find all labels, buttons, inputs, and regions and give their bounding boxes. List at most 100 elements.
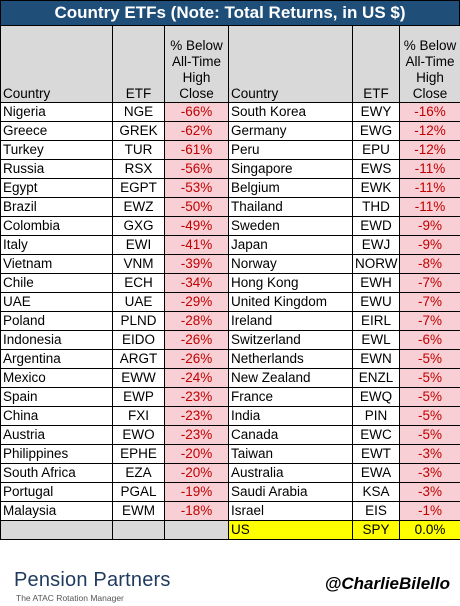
etf-cell: EIS xyxy=(352,501,400,521)
pct-below-high-cell: -5% xyxy=(399,406,460,426)
pct-below-high-cell: -3% xyxy=(399,463,460,483)
etf-cell: FXI xyxy=(112,406,165,426)
table-row: Greece GREK -62% Germany EWG -12% xyxy=(0,121,460,141)
etf-cell: EWY xyxy=(352,102,400,122)
pct-below-high-cell: -6% xyxy=(399,330,460,350)
table-row: Italy EWI -41% Japan EWJ -9% xyxy=(0,235,460,255)
pct-below-high-cell: -39% xyxy=(164,254,229,274)
header-pct-left: % Below All-Time High Close xyxy=(164,25,229,103)
table-row: Mexico EWW -24% New Zealand ENZL -5% xyxy=(0,368,460,388)
country-cell: Germany xyxy=(228,121,353,141)
country-cell: Hong Kong xyxy=(228,273,353,293)
etf-cell: RSX xyxy=(112,159,165,179)
country-cell: China xyxy=(0,406,113,426)
country-cell: Canada xyxy=(228,425,353,445)
etf-cell: EWC xyxy=(352,425,400,445)
header-pct-line: % Below xyxy=(403,38,457,53)
etf-cell: PGAL xyxy=(112,482,165,502)
etf-cell: EWL xyxy=(352,330,400,350)
table-row: Nigeria NGE -66% South Korea EWY -16% xyxy=(0,102,460,122)
etf-cell: EGPT xyxy=(112,178,165,198)
table-row: UAE UAE -29% United Kingdom EWU -7% xyxy=(0,292,460,312)
country-cell: Italy xyxy=(0,235,113,255)
table-row: Brazil EWZ -50% Thailand THD -11% xyxy=(0,197,460,217)
country-cell: Peru xyxy=(228,140,353,160)
etf-table: Country ETF % Below All-Time High Close … xyxy=(0,25,460,540)
header-row: Country ETF % Below All-Time High Close … xyxy=(0,25,460,103)
country-cell: Russia xyxy=(0,159,113,179)
country-cell: Greece xyxy=(0,121,113,141)
etf-cell: THD xyxy=(352,197,400,217)
benchmark-pct-below-high-cell: 0.0% xyxy=(399,520,460,540)
pct-below-high-cell: -23% xyxy=(164,425,229,445)
pct-below-high-cell: -61% xyxy=(164,140,229,160)
pct-below-high-cell: -5% xyxy=(399,349,460,369)
etf-cell: EWJ xyxy=(352,235,400,255)
pension-partners-logo: Pension Partners xyxy=(14,569,171,592)
country-cell: Argentina xyxy=(0,349,113,369)
country-cell: South Korea xyxy=(228,102,353,122)
pct-below-high-cell: -12% xyxy=(399,140,460,160)
pct-below-high-cell: -28% xyxy=(164,311,229,331)
etf-cell: EWW xyxy=(112,368,165,388)
header-pct-right: % Below All-Time High Close xyxy=(399,25,460,103)
footer: Pension Partners The ATAC Rotation Manag… xyxy=(0,567,460,606)
pct-below-high-cell: -3% xyxy=(399,482,460,502)
table-body: Nigeria NGE -66% South Korea EWY -16% Greece GR… xyxy=(0,102,460,540)
table-row: Colombia GXG -49% Sweden EWD -9% xyxy=(0,216,460,236)
pct-below-high-cell: -34% xyxy=(164,273,229,293)
pct-below-high-cell: -7% xyxy=(399,273,460,293)
table-row: Russia RSX -56% Singapore EWS -11% xyxy=(0,159,460,179)
etf-cell: UAE xyxy=(112,292,165,312)
pct-below-high-cell: -26% xyxy=(164,349,229,369)
pct-below-high-cell: -23% xyxy=(164,387,229,407)
country-cell: France xyxy=(228,387,353,407)
pct-below-high-cell: -7% xyxy=(399,311,460,331)
country-cell: Colombia xyxy=(0,216,113,236)
table-row: Malaysia EWM -18% Israel EIS -1% xyxy=(0,501,460,521)
table-row: Egypt EGPT -53% Belgium EWK -11% xyxy=(0,178,460,198)
pct-below-high-cell: -5% xyxy=(399,425,460,445)
logo-tagline: The ATAC Rotation Manager xyxy=(16,593,124,603)
etf-cell: EWU xyxy=(352,292,400,312)
pct-below-high-cell: -7% xyxy=(399,292,460,312)
table-row: Portugal PGAL -19% Saudi Arabia KSA -3% xyxy=(0,482,460,502)
twitter-handle: @CharlieBilello xyxy=(324,574,450,593)
header-etf-left: ETF xyxy=(112,25,165,103)
etf-cell: EPU xyxy=(352,140,400,160)
country-cell: Nigeria xyxy=(0,102,113,122)
pct-below-high-cell: -23% xyxy=(164,406,229,426)
pct-below-high-cell: -56% xyxy=(164,159,229,179)
table-row: Indonesia EIDO -26% Switzerland EWL -6% xyxy=(0,330,460,350)
table-row: Poland PLND -28% Ireland EIRL -7% xyxy=(0,311,460,331)
etf-cell: TUR xyxy=(112,140,165,160)
country-cell: Netherlands xyxy=(228,349,353,369)
pct-below-high-cell: -19% xyxy=(164,482,229,502)
country-cell: Sweden xyxy=(228,216,353,236)
country-cell: Norway xyxy=(228,254,353,274)
empty-cell xyxy=(164,520,229,540)
etf-cell: EWG xyxy=(352,121,400,141)
empty-cell xyxy=(0,520,113,540)
etf-cell: EWP xyxy=(112,387,165,407)
header-pct-line: Close xyxy=(412,86,448,101)
table-row: Turkey TUR -61% Peru EPU -12% xyxy=(0,140,460,160)
pct-below-high-cell: -41% xyxy=(164,235,229,255)
etf-cell: EWK xyxy=(352,178,400,198)
etf-cell: EWI xyxy=(112,235,165,255)
etf-cell: ECH xyxy=(112,273,165,293)
logo-text: Pension Partners xyxy=(14,569,171,591)
etf-cell: EIDO xyxy=(112,330,165,350)
etf-cell: EWZ xyxy=(112,197,165,217)
pct-below-high-cell: -26% xyxy=(164,330,229,350)
header-etf-right: ETF xyxy=(352,25,400,103)
pct-below-high-cell: -20% xyxy=(164,463,229,483)
table-row: Chile ECH -34% Hong Kong EWH -7% xyxy=(0,273,460,293)
table-row: Austria EWO -23% Canada EWC -5% xyxy=(0,425,460,445)
header-country-right: Country xyxy=(228,25,353,103)
header-pct-line: High xyxy=(416,70,444,85)
country-cell: Egypt xyxy=(0,178,113,198)
pct-below-high-cell: -18% xyxy=(164,501,229,521)
table-row: Argentina ARGT -26% Netherlands EWN -5% xyxy=(0,349,460,369)
country-cell: Singapore xyxy=(228,159,353,179)
